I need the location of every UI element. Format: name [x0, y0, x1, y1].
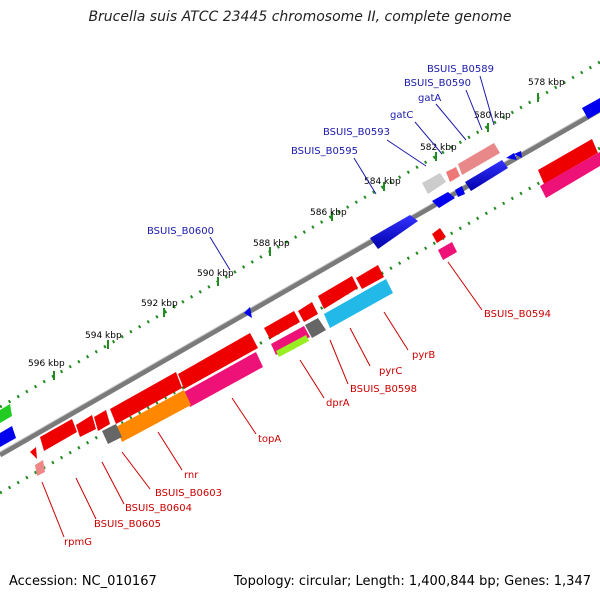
genome-summary: Topology: circular; Length: 1,400,844 bp… — [233, 574, 591, 589]
gene-arrow[interactable] — [432, 228, 446, 243]
gene-arrow[interactable] — [30, 447, 37, 459]
kbp-label: 590 kbp — [197, 269, 234, 279]
gene-arrow[interactable] — [356, 265, 384, 289]
gene-arrow[interactable] — [446, 167, 460, 182]
kbp-label: 578 kbp — [528, 78, 565, 88]
gene-label[interactable]: topA — [258, 434, 281, 445]
gene-arrow[interactable] — [370, 215, 418, 249]
gene-arrow[interactable] — [178, 333, 258, 389]
kbp-label: 588 kbp — [253, 239, 290, 249]
gene-arrow[interactable] — [455, 186, 465, 197]
gene-arrow[interactable] — [538, 139, 598, 184]
gene-arrow[interactable] — [438, 242, 457, 260]
gene-arrow[interactable] — [184, 352, 263, 407]
gene-arrow[interactable] — [305, 318, 326, 338]
gene-arrow[interactable] — [276, 335, 309, 357]
kbp-label: 594 kbp — [85, 331, 122, 341]
gene-arrow[interactable] — [458, 143, 500, 175]
gene-arrow[interactable] — [35, 460, 45, 476]
gene-label[interactable]: BSUIS_B0595 — [291, 146, 358, 157]
kbp-label: 584 kbp — [364, 177, 401, 187]
gene-label[interactable]: BSUIS_B0590 — [404, 78, 471, 89]
forward-leaders — [209, 75, 495, 271]
accession-label: Accession: NC_010167 — [9, 574, 157, 589]
reverse-genes — [30, 139, 600, 476]
kbp-label: 596 kbp — [28, 359, 65, 369]
gene-label[interactable]: BSUIS_B0600 — [147, 226, 214, 237]
gene-arrow[interactable] — [540, 152, 600, 198]
gene-arrow[interactable] — [432, 192, 455, 208]
gene-arrow[interactable] — [116, 390, 191, 442]
gene-arrow[interactable] — [110, 372, 182, 424]
gene-arrow[interactable] — [102, 424, 122, 444]
gene-arrow[interactable] — [271, 326, 310, 355]
gene-label[interactable]: BSUIS_B0594 — [484, 309, 551, 320]
gene-arrow[interactable] — [76, 415, 96, 437]
gene-label[interactable]: dprA — [326, 398, 350, 409]
gene-arrow[interactable] — [514, 151, 522, 158]
gene-arrow[interactable] — [324, 279, 393, 328]
gene-label[interactable]: BSUIS_B0589 — [427, 64, 494, 75]
gene-arrow[interactable] — [465, 160, 508, 191]
map-title: Brucella suis ATCC 23445 chromosome II, … — [88, 9, 512, 25]
gene-arrow[interactable] — [0, 426, 16, 447]
forward-genes — [0, 98, 600, 447]
gene-arrow[interactable] — [264, 311, 300, 339]
gene-label[interactable]: rpmG — [64, 537, 92, 548]
gene-label[interactable]: pyrC — [379, 366, 402, 377]
gene-label[interactable]: BSUIS_B0604 — [125, 503, 192, 514]
gene-label[interactable]: BSUIS_B0605 — [94, 519, 161, 530]
gene-label[interactable]: BSUIS_B0603 — [155, 488, 222, 499]
gene-label[interactable]: gatC — [390, 110, 413, 121]
gene-arrow[interactable] — [94, 410, 110, 431]
genome-backbone-highlight — [0, 106, 600, 453]
gene-label[interactable]: rnr — [184, 470, 199, 481]
reverse-tick-track — [0, 146, 600, 495]
kbp-label: 592 kbp — [141, 299, 178, 309]
gene-arrow[interactable] — [0, 404, 12, 423]
gene-arrow[interactable] — [244, 307, 252, 318]
gene-label[interactable]: pyrB — [412, 350, 435, 361]
gene-arrow[interactable] — [582, 98, 600, 119]
kbp-label: 586 kbp — [310, 208, 347, 218]
gene-arrow[interactable] — [318, 276, 358, 309]
gene-label[interactable]: BSUIS_B0598 — [350, 384, 417, 395]
kbp-label: 580 kbp — [474, 111, 511, 121]
gene-arrow[interactable] — [298, 302, 318, 322]
genome-backbone — [0, 107, 600, 458]
gene-arrow[interactable] — [40, 419, 77, 451]
gene-label[interactable]: gatA — [418, 93, 441, 104]
kbp-label: 582 kbp — [420, 143, 457, 153]
gene-label[interactable]: BSUIS_B0593 — [323, 127, 390, 138]
gene-arrow[interactable] — [506, 153, 517, 160]
major-ticks — [53, 93, 539, 380]
reverse-leaders — [41, 261, 483, 538]
gene-arrow[interactable] — [422, 173, 446, 194]
